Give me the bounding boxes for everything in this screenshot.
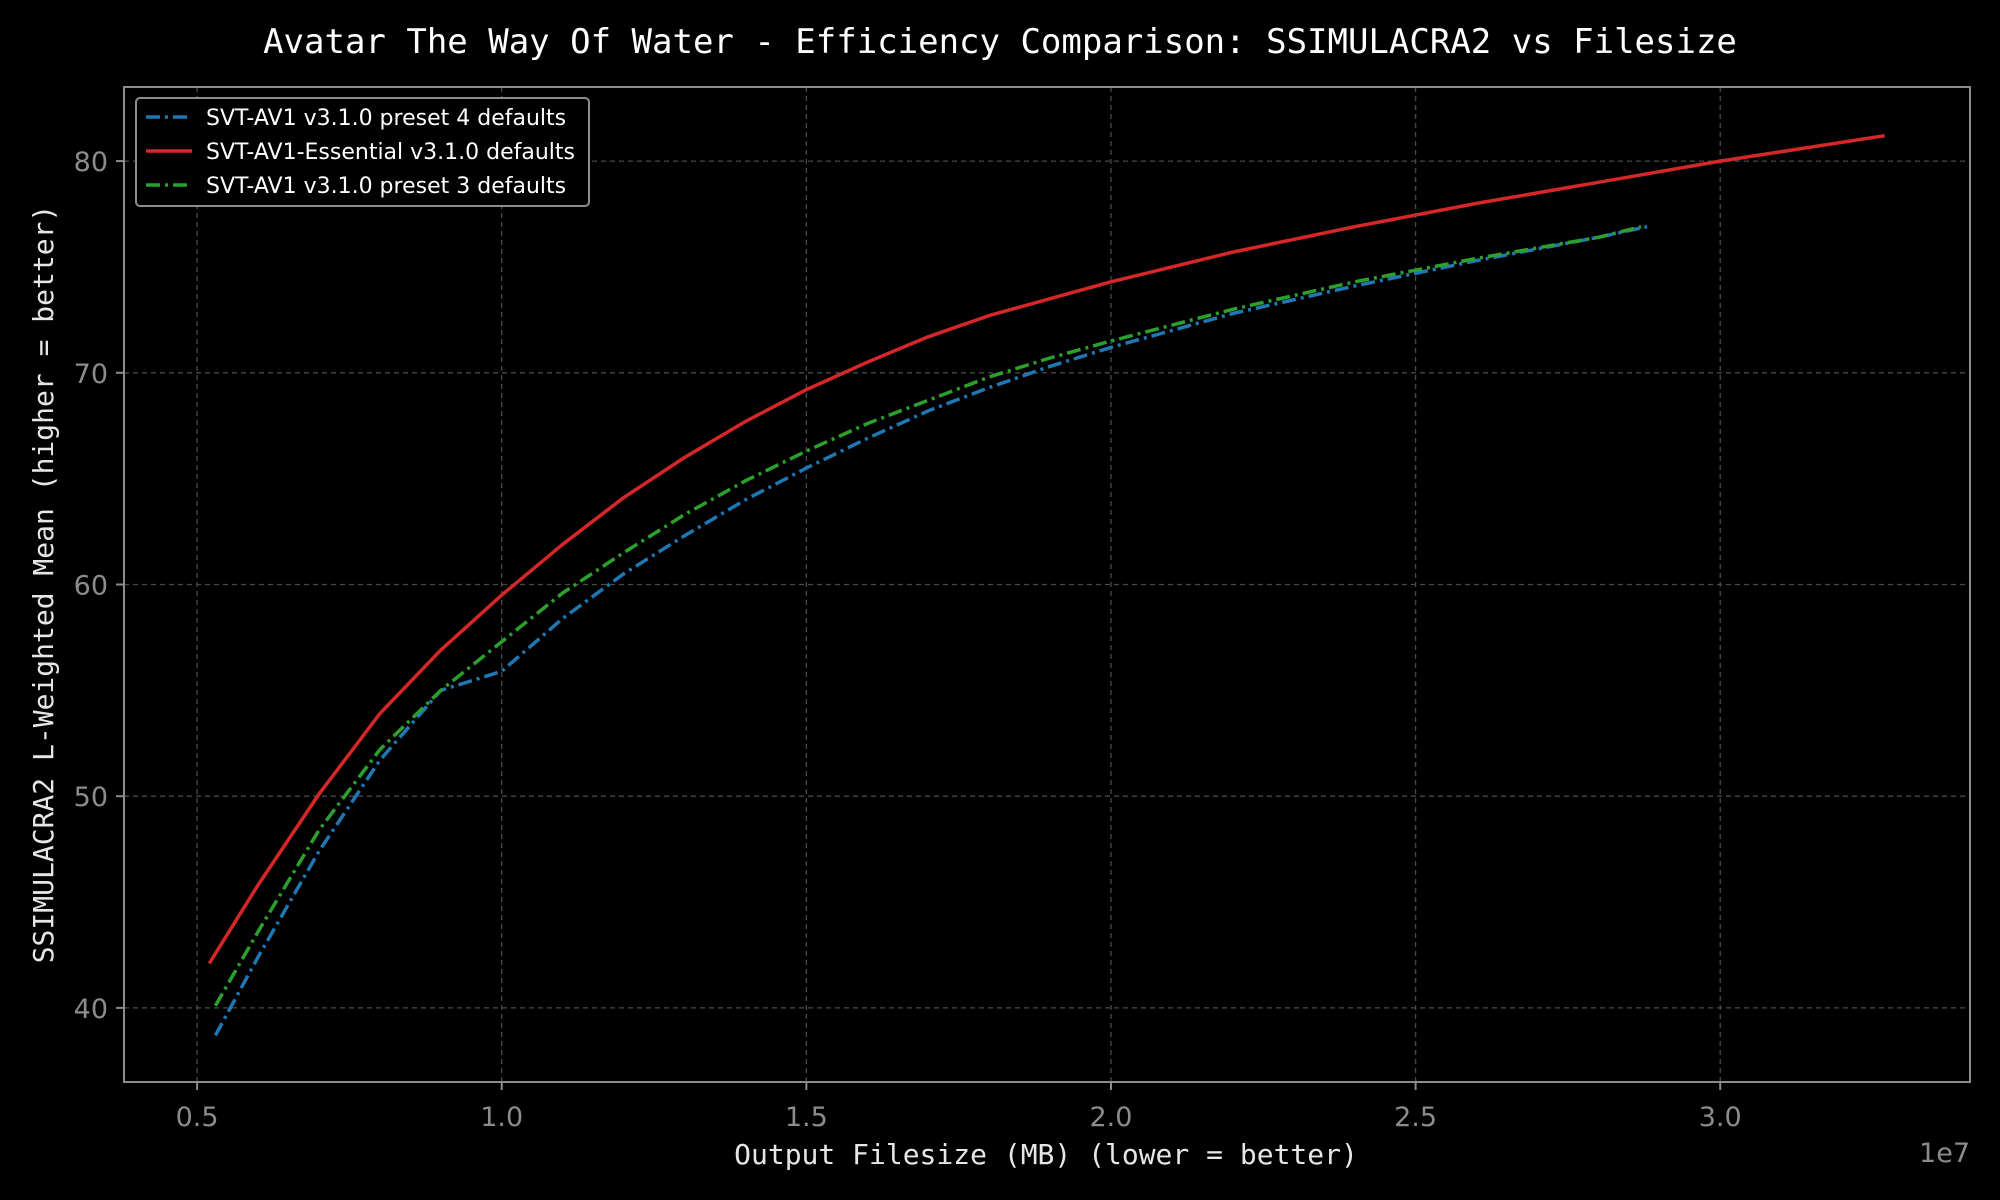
y-axis: 40 50 60 70 80 — [74, 147, 124, 1025]
series-layer — [207, 133, 1885, 1037]
x-tick-label: 0.5 — [176, 1102, 219, 1133]
legend-box — [135, 97, 590, 207]
x-tick-label: 2.0 — [1089, 1102, 1132, 1133]
plot-area — [123, 86, 1971, 1083]
x-axis-offset-label: 1e7 — [1919, 1138, 1970, 1169]
legend-entry-1: SVT-AV1 v3.1.0 preset 4 defaults — [206, 106, 566, 131]
y-tick-label: 70 — [74, 359, 108, 390]
y-axis-label: SSIMULACRA2 L-Weighted Mean (higher = be… — [27, 205, 60, 964]
x-tick-label: 2.5 — [1394, 1102, 1437, 1133]
x-tick-label: 1.5 — [785, 1102, 828, 1133]
x-tick-label: 1.0 — [480, 1102, 523, 1133]
legend-entry-3: SVT-AV1 v3.1.0 preset 3 defaults — [206, 174, 566, 199]
y-tick-label: 60 — [74, 571, 108, 602]
series-line-3 — [213, 225, 1642, 1007]
y-tick-label: 50 — [74, 782, 108, 813]
legend-entry-2: SVT-AV1-Essential v3.1.0 defaults — [206, 140, 575, 165]
series-line-2 — [207, 133, 1885, 965]
x-tick-label: 3.0 — [1699, 1102, 1742, 1133]
x-axis: 0.5 1.0 1.5 2.0 2.5 3.0 — [176, 1082, 1742, 1133]
legend: SVT-AV1 v3.1.0 preset 4 defaults SVT-AV1-… — [135, 97, 590, 207]
series-line-1 — [213, 224, 1648, 1037]
y-tick-label: 80 — [74, 147, 108, 178]
x-axis-label: Output Filesize (MB) (lower = better) — [734, 1138, 1358, 1171]
y-tick-label: 40 — [74, 994, 108, 1025]
chart-title: Avatar The Way Of Water - Efficiency Com… — [263, 22, 1737, 62]
